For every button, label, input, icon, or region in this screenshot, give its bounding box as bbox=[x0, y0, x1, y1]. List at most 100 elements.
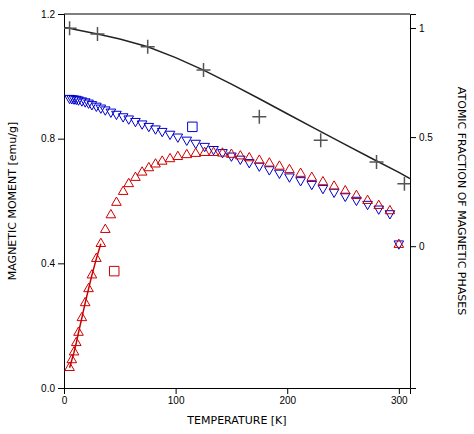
x-axis-line bbox=[65, 389, 411, 395]
point bbox=[188, 122, 197, 131]
point bbox=[275, 161, 285, 169]
tick: 1.2 bbox=[41, 9, 64, 20]
tick-mark bbox=[58, 139, 64, 140]
point bbox=[255, 155, 265, 163]
point bbox=[363, 201, 373, 209]
tick: 0.5 bbox=[410, 132, 433, 143]
line bbox=[64, 27, 410, 178]
point bbox=[100, 224, 110, 232]
tick: 300 bbox=[391, 388, 408, 406]
tick-label: 0.4 bbox=[41, 258, 55, 269]
point bbox=[244, 152, 254, 160]
point bbox=[64, 21, 77, 35]
frame-top bbox=[64, 14, 410, 15]
point bbox=[74, 327, 84, 335]
point bbox=[96, 105, 106, 113]
point bbox=[227, 149, 237, 157]
point bbox=[67, 354, 77, 362]
tick-mark bbox=[399, 388, 400, 394]
point bbox=[296, 178, 306, 186]
point bbox=[374, 206, 384, 214]
point bbox=[329, 181, 339, 189]
tick-mark bbox=[410, 137, 416, 138]
point bbox=[71, 337, 81, 345]
point bbox=[314, 133, 328, 147]
point bbox=[307, 181, 317, 189]
point bbox=[173, 134, 183, 142]
point bbox=[182, 149, 192, 157]
point bbox=[182, 137, 192, 145]
point bbox=[275, 170, 285, 178]
tick-mark bbox=[58, 263, 64, 264]
point bbox=[87, 270, 97, 278]
point bbox=[255, 163, 265, 171]
tick: 0.8 bbox=[41, 133, 64, 144]
point bbox=[124, 178, 134, 186]
tick: 0 bbox=[410, 241, 425, 252]
point bbox=[90, 27, 104, 41]
point bbox=[77, 312, 87, 320]
point bbox=[385, 205, 395, 213]
tick-label: 0 bbox=[419, 241, 425, 252]
tick-mark bbox=[410, 28, 416, 29]
point bbox=[285, 174, 295, 182]
point bbox=[118, 186, 128, 194]
point bbox=[318, 185, 328, 193]
point bbox=[92, 253, 102, 261]
point bbox=[151, 159, 161, 167]
point bbox=[285, 164, 295, 172]
point bbox=[165, 153, 175, 161]
plot-area: 0 100 200 300 0.0 0.4 0.8 1.2 00.51 bbox=[41, 9, 433, 406]
tick: 100 bbox=[168, 388, 185, 406]
point bbox=[370, 155, 384, 169]
y2-axis-line bbox=[411, 15, 417, 389]
point bbox=[197, 63, 211, 77]
marks bbox=[64, 21, 410, 370]
point bbox=[352, 190, 362, 198]
point bbox=[296, 168, 306, 176]
tick-mark bbox=[410, 246, 416, 247]
point bbox=[157, 156, 167, 164]
point bbox=[173, 151, 183, 159]
point bbox=[265, 158, 275, 166]
point bbox=[80, 297, 90, 305]
x-axis: 0100200300 bbox=[62, 388, 411, 406]
tick-label: 1.2 bbox=[41, 9, 55, 20]
tick-mark bbox=[176, 388, 177, 394]
x-axis-title: TEMPERATURE [K] bbox=[186, 414, 286, 427]
tick-label: 200 bbox=[279, 395, 296, 406]
chart: 0 100 200 300 0.0 0.4 0.8 1.2 00.51 TEMPERATURE [… bbox=[0, 0, 474, 434]
tick-label: 1 bbox=[419, 23, 425, 34]
tick: 200 bbox=[279, 388, 296, 406]
tick-mark bbox=[58, 14, 64, 15]
point bbox=[191, 148, 201, 156]
point bbox=[329, 189, 339, 197]
y-axis-line bbox=[58, 15, 65, 389]
point bbox=[209, 146, 219, 154]
point bbox=[265, 167, 275, 175]
tick: 0.0 bbox=[41, 383, 64, 394]
point bbox=[109, 266, 118, 275]
point bbox=[236, 156, 246, 164]
point bbox=[92, 103, 102, 111]
point bbox=[236, 151, 246, 159]
point bbox=[141, 40, 155, 54]
point bbox=[363, 195, 373, 203]
point bbox=[106, 209, 116, 217]
y-axis: 0.0 0.4 0.8 1.2 bbox=[41, 9, 64, 394]
point bbox=[307, 172, 317, 180]
point bbox=[218, 148, 228, 156]
tick-label: 0.5 bbox=[419, 132, 433, 143]
y-axis-title: MAGNETIC MOMENT [emu/g] bbox=[6, 122, 19, 280]
point bbox=[209, 147, 219, 155]
tick-label: 100 bbox=[168, 395, 185, 406]
point bbox=[340, 193, 350, 201]
point bbox=[200, 147, 210, 155]
point bbox=[374, 200, 384, 208]
tick-mark bbox=[58, 388, 64, 389]
line bbox=[70, 244, 101, 368]
tick-label: 0.0 bbox=[41, 383, 55, 394]
y2-axis: 00.51 bbox=[410, 15, 433, 389]
point bbox=[96, 238, 106, 246]
point bbox=[65, 362, 75, 370]
